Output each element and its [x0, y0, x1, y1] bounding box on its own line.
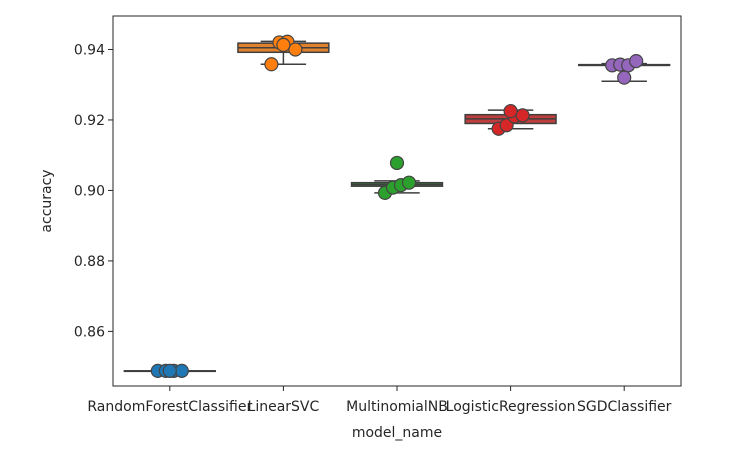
x-axis-title: model_name [352, 425, 442, 441]
x-tick-label: LinearSVC [248, 399, 320, 415]
data-point [162, 363, 177, 378]
data-point [174, 363, 189, 378]
x-tick-label: SGDClassifier [577, 399, 672, 415]
y-tick-label: 0.90 [74, 183, 105, 199]
data-point [264, 57, 279, 72]
data-point [617, 70, 632, 85]
x-tick-label: MultinomialNB [346, 399, 448, 415]
data-point [629, 54, 644, 69]
data-point [499, 118, 514, 133]
points-layer [150, 34, 644, 378]
x-tick-label: LogisticRegression [446, 399, 576, 415]
y-axis: 0.86 0.88 0.90 0.92 0.94 [74, 42, 113, 340]
data-point [276, 37, 291, 52]
y-axis-title: accuracy [39, 169, 55, 232]
y-tick-label: 0.86 [74, 324, 105, 340]
y-tick-label: 0.92 [74, 113, 105, 129]
plot-area [113, 16, 681, 386]
data-point [503, 104, 518, 119]
data-point [389, 155, 405, 171]
data-point [401, 175, 417, 190]
x-tick-label: RandomForestClassifier [87, 399, 252, 415]
data-point [288, 42, 303, 57]
data-point [515, 108, 530, 123]
y-tick-label: 0.94 [74, 42, 105, 58]
y-tick-label: 0.88 [74, 254, 105, 270]
